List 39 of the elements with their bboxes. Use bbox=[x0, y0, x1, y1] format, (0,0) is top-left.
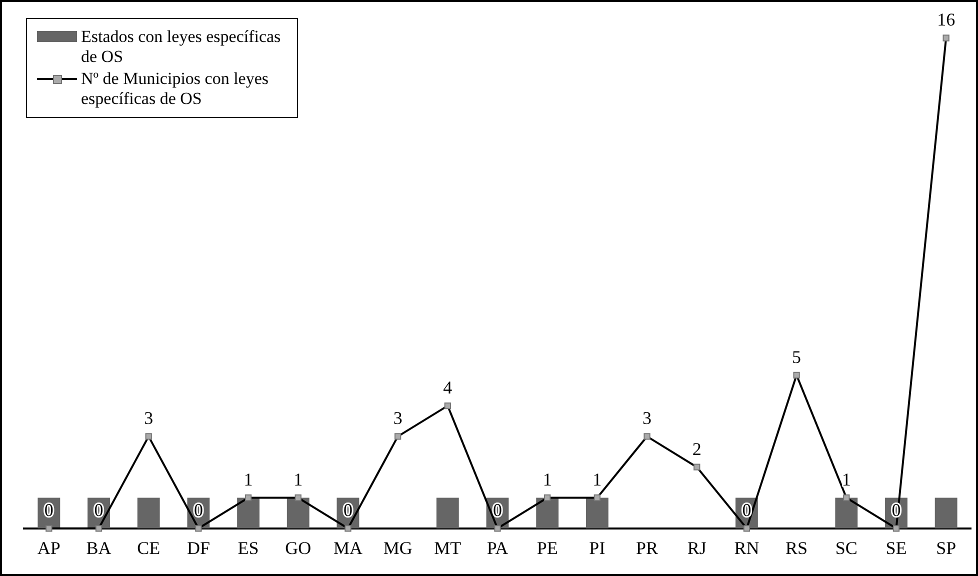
x-tick-label: PI bbox=[589, 538, 606, 558]
data-label: 1 bbox=[244, 469, 253, 490]
x-tick-label: PR bbox=[636, 538, 658, 558]
x-tick-label: RS bbox=[786, 538, 808, 558]
data-label: 1 bbox=[842, 469, 851, 490]
x-tick-label: SP bbox=[936, 538, 956, 558]
x-tick-label: AP bbox=[37, 538, 60, 558]
data-label: 4 bbox=[443, 378, 452, 398]
data-label: 3 bbox=[144, 408, 154, 428]
x-tick-label: RJ bbox=[687, 538, 706, 558]
data-label: 1 bbox=[592, 469, 602, 490]
data-label: 16 bbox=[937, 10, 956, 30]
x-tick-label: DF bbox=[186, 538, 210, 558]
x-tick-label: MA bbox=[333, 538, 362, 558]
x-tick-label: BA bbox=[86, 538, 112, 558]
data-label: 1 bbox=[542, 469, 552, 490]
legend-label: Estados con leyes específicas de OS bbox=[81, 27, 282, 67]
data-label: 0 bbox=[194, 500, 203, 520]
x-tick-label: PE bbox=[536, 538, 558, 558]
x-tick-label: MT bbox=[434, 538, 462, 558]
legend-label: Nº de Municipios con leyes específicas de OS bbox=[81, 69, 270, 109]
data-label: 1 bbox=[294, 469, 303, 490]
x-tick-label: GO bbox=[285, 538, 312, 558]
x-tick-label: MG bbox=[383, 538, 412, 558]
data-label: 0 bbox=[94, 500, 104, 520]
data-label: 5 bbox=[792, 346, 802, 367]
x-tick-label: PA bbox=[486, 538, 508, 558]
x-tick-label: SE bbox=[886, 538, 907, 558]
data-label: 0 bbox=[343, 500, 352, 520]
data-label: 3 bbox=[393, 408, 402, 428]
data-label: 3 bbox=[642, 408, 652, 428]
x-tick-label: SC bbox=[835, 538, 858, 558]
data-label: 2 bbox=[692, 438, 702, 459]
x-tick-label: RN bbox=[734, 538, 760, 558]
x-tick-label: ES bbox=[238, 538, 259, 558]
data-label: 0 bbox=[493, 500, 502, 520]
data-label: 0 bbox=[44, 500, 54, 520]
x-tick-label: CE bbox=[137, 538, 160, 558]
data-label: 0 bbox=[742, 500, 752, 520]
